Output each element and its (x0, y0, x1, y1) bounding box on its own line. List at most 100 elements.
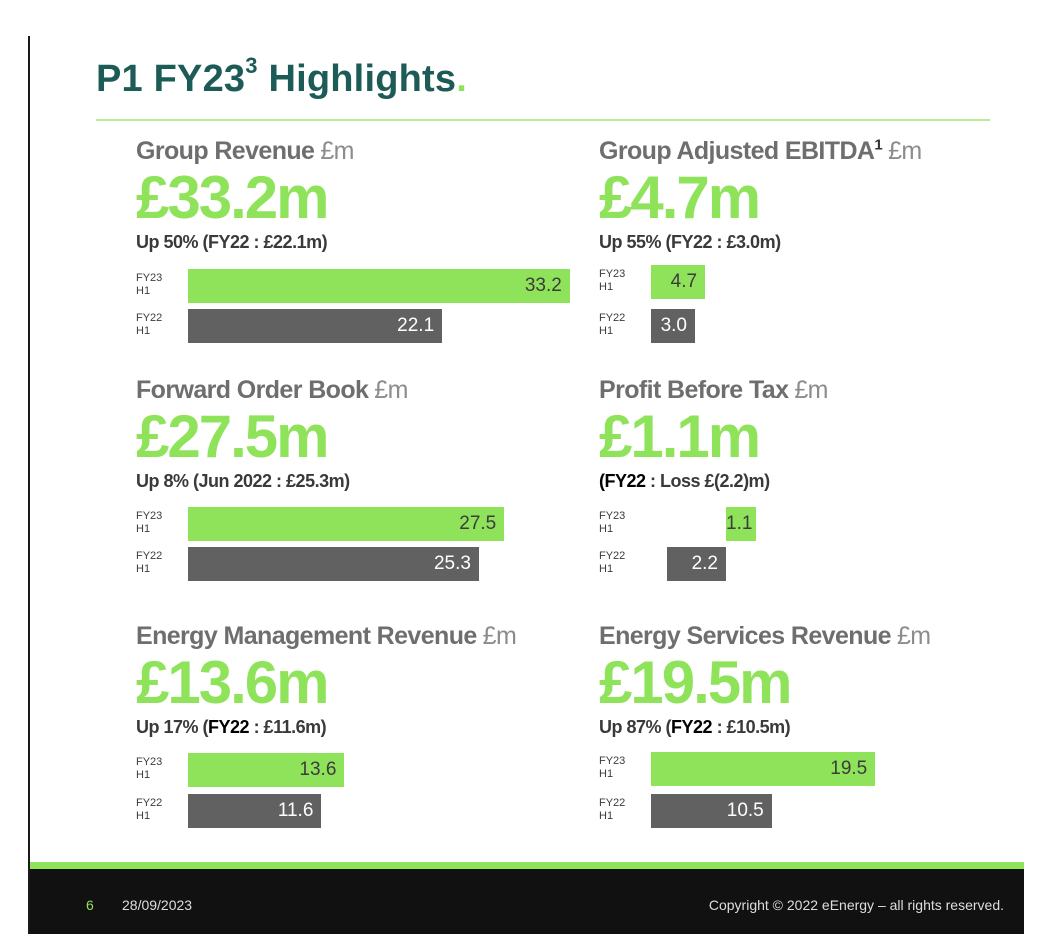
bar-fy22: 10.5 (651, 794, 772, 828)
metric-label: Forward Order Book £m (136, 376, 408, 405)
metric-comparison: Up 55% (FY22 : £3.0m) (599, 232, 781, 252)
bar-label: FY23 H1 (136, 756, 176, 782)
metric-comparison-rest: : £11.6m) (249, 717, 327, 737)
bar-fy23: 13.6 (188, 753, 345, 787)
metric-label-text: Energy Management Revenue (136, 622, 477, 650)
bar-fy23: 33.2 (188, 269, 570, 303)
metric-label-text: Forward Order Book (136, 376, 369, 404)
bar-label-half: H1 (136, 563, 151, 575)
metric-label: Energy Services Revenue £m (599, 622, 931, 651)
bar-label-half: H1 (599, 325, 614, 337)
bar-label-half: H1 (136, 810, 151, 822)
metric-comparison-bold: FY22 (208, 717, 250, 737)
bar-label: FY22 H1 (599, 797, 639, 823)
metric-unit: £m (482, 622, 517, 650)
title-rest: Highlights (257, 58, 457, 100)
bar-fy22: 25.3 (188, 547, 479, 581)
metric-comparison-rest: : £10.5m) (712, 717, 791, 737)
bar-label-half: H1 (599, 281, 614, 293)
metric-comparison-pre: Up 17% ( (136, 717, 209, 737)
footer-date: 28/09/2023 (122, 897, 193, 913)
bar-label-half: H1 (599, 523, 614, 535)
metric-comparison: Up 17% (FY22 : £11.6m) (136, 717, 327, 738)
bar-label-half: H1 (599, 563, 614, 575)
title-dot: . (456, 58, 467, 100)
bar-label-half: H1 (136, 769, 151, 781)
bar-fy23: 1.1 (726, 507, 756, 541)
metric-label-text: Group Adjusted EBITDA (599, 137, 875, 165)
bar-label: FY23 H1 (599, 268, 639, 294)
bar-fy23: 19.5 (651, 752, 876, 786)
metric-comparison: Up 8% (Jun 2022 : £25.3m) (136, 471, 350, 491)
metric-label-text: Profit Before Tax (599, 376, 789, 404)
metric-unit: £m (320, 137, 354, 165)
metric-energy-services-revenue: Energy Services Revenue £m £19.5m Up 87% … (599, 622, 1019, 847)
metric-value: £1.1m (599, 403, 761, 470)
bar-fy23: 4.7 (651, 265, 706, 299)
title-superscript: 3 (245, 53, 258, 79)
left-rule (28, 36, 30, 934)
metric-label: Profit Before Tax £m (599, 376, 828, 405)
metric-forward-order-book: Forward Order Book £m £27.5m Up 8% (Jun 2… (136, 376, 556, 601)
bar-label-year: FY23 (599, 268, 626, 280)
metric-value: £19.5m (599, 649, 792, 716)
metric-unit: £m (374, 376, 408, 404)
bar-label: FY22 H1 (136, 550, 176, 576)
bar-label-year: FY23 (136, 756, 163, 768)
bar-label-year: FY22 (136, 550, 163, 562)
bar-label-half: H1 (136, 325, 151, 337)
bar-fy23: 27.5 (188, 507, 505, 541)
bar-label-half: H1 (599, 810, 614, 822)
bar-label-half: H1 (136, 285, 151, 297)
metric-profit-before-tax: Profit Before Tax £m £1.1m (FY22 : Loss £… (599, 376, 1019, 601)
bar-label: FY22 H1 (136, 312, 176, 338)
metric-label-superscript: 1 (874, 136, 883, 154)
metric-value: £33.2m (136, 164, 329, 231)
bar-label-year: FY23 (136, 272, 163, 284)
title-main: P1 FY23 (96, 58, 246, 100)
bar-label-half: H1 (136, 523, 151, 535)
metric-group-revenue: Group Revenue £m £33.2m Up 50% (FY22 : £2… (136, 137, 570, 362)
metric-group-adjusted-ebitda: Group Adjusted EBITDA1 £m £4.7m Up 55% (F… (599, 137, 1019, 362)
bar-label-year: FY22 (599, 312, 626, 324)
metric-label-text: Energy Services Revenue (599, 622, 892, 650)
bar-fy22: 11.6 (188, 794, 322, 828)
metric-comparison-bold: (FY22 (599, 471, 646, 491)
bar-label-year: FY23 (599, 510, 626, 522)
footer: 6 28/09/2023 Copyright © 2022 eEnergy – … (30, 869, 1024, 934)
bar-label: FY22 H1 (599, 312, 639, 338)
metric-unit: £m (888, 137, 922, 165)
footer-copyright: Copyright © 2022 eEnergy – all rights re… (708, 897, 1004, 913)
bar-label-year: FY23 (599, 755, 626, 767)
metric-unit: £m (896, 622, 931, 650)
bar-fy22: 22.1 (188, 309, 443, 343)
metric-label-text: Group Revenue (136, 137, 315, 165)
page-title: P1 FY233 Highlights. (96, 55, 467, 101)
metric-label: Energy Management Revenue £m (136, 622, 517, 651)
bar-label-year: FY22 (599, 550, 626, 562)
metric-value: £4.7m (599, 164, 761, 231)
bar-label: FY22 H1 (136, 797, 176, 823)
metric-value: £27.5m (136, 403, 329, 470)
bar-label: FY23 H1 (599, 510, 639, 536)
title-divider (96, 119, 990, 121)
metric-value: £13.6m (136, 649, 329, 716)
page-number: 6 (86, 897, 94, 913)
metric-unit: £m (794, 376, 828, 404)
metric-energy-management-revenue: Energy Management Revenue £m £13.6m Up 17… (136, 622, 556, 847)
bar-label-year: FY23 (136, 510, 163, 522)
metric-comparison: Up 87% (FY22 : £10.5m) (599, 717, 791, 738)
bar-label-year: FY22 (136, 312, 163, 324)
metric-comparison: (FY22 : Loss £(2.2)m) (599, 471, 770, 492)
metric-label: Group Revenue £m (136, 137, 354, 166)
bar-label-half: H1 (599, 768, 614, 780)
footer-accent-bar (30, 862, 1024, 869)
metric-comparison-pre: Up 87% ( (599, 717, 672, 737)
bar-label-year: FY22 (136, 797, 163, 809)
metric-comparison: Up 50% (FY22 : £22.1m) (136, 232, 328, 252)
metric-comparison-bold: FY22 (671, 717, 713, 737)
metric-comparison-rest: : Loss £(2.2)m) (645, 471, 770, 491)
bar-label-year: FY22 (599, 797, 626, 809)
bar-label: FY23 H1 (599, 755, 639, 781)
